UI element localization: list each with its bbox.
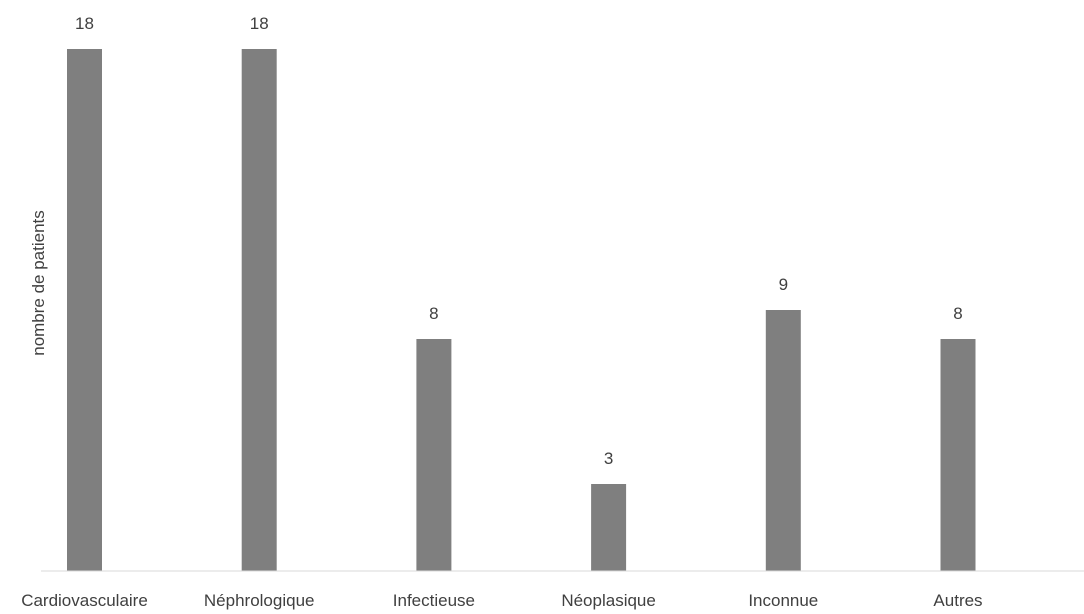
value-label-inconnue: 9	[779, 275, 788, 294]
category-label-infectieuse: Infectieuse	[393, 591, 475, 610]
bar-nephrologique	[241, 49, 277, 571]
value-label-autres: 8	[953, 304, 962, 323]
bars-group	[67, 49, 976, 571]
category-label-inconnue: Inconnue	[748, 591, 818, 610]
value-label-cardiovasculaire: 18	[75, 14, 94, 33]
bar-infectieuse	[416, 339, 452, 571]
bar-autres	[940, 339, 976, 571]
bar-neoplasique	[591, 484, 627, 571]
category-label-autres: Autres	[933, 591, 982, 610]
value-label-infectieuse: 8	[429, 304, 438, 323]
category-label-nephrologique: Néphrologique	[204, 591, 315, 610]
bar-inconnue	[765, 310, 801, 571]
bar-cardiovasculaire	[67, 49, 102, 571]
value-labels-group: 18 18 8 3 9 8	[75, 14, 963, 468]
value-label-nephrologique: 18	[250, 14, 269, 33]
category-labels-group: Cardiovasculaire Néphrologique Infectieuse…	[21, 591, 982, 610]
category-label-cardiovasculaire: Cardiovasculaire	[21, 591, 148, 610]
y-axis-title: nombre de patients	[29, 210, 48, 356]
category-label-neoplasique: Néoplasique	[561, 591, 656, 610]
value-label-neoplasique: 3	[604, 449, 613, 468]
